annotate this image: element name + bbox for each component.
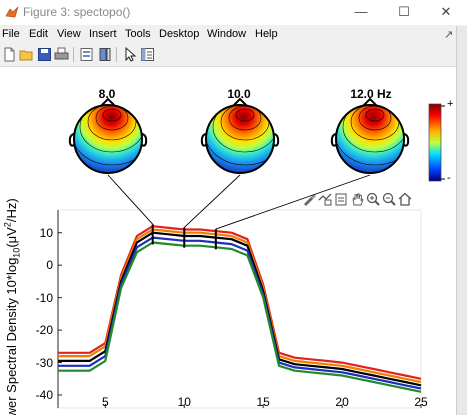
topoplot-connector-line (215, 174, 371, 230)
minimize-button[interactable]: — (354, 4, 368, 19)
colorbar-bottom-label: - (447, 172, 451, 184)
menu-window[interactable]: Window (207, 28, 247, 40)
new-figure-icon[interactable] (2, 47, 17, 62)
print-icon[interactable] (54, 47, 69, 62)
y-tick-label: -10 (35, 290, 53, 305)
x-tick-label: 10 (177, 395, 191, 409)
menu-view[interactable]: View (57, 28, 81, 40)
window-title: Figure 3: spectopo() (23, 5, 131, 19)
figure-canvas: 8.0 10.0 12.0 Hz (0, 67, 456, 415)
export-icon[interactable] (335, 193, 347, 206)
insert-colorbar-icon[interactable] (97, 47, 112, 62)
close-button[interactable]: ✕ (440, 4, 452, 19)
topoplot-10hz (200, 97, 280, 174)
zoom-out-icon[interactable] (382, 192, 396, 206)
open-file-icon[interactable] (19, 47, 34, 62)
menu-help[interactable]: Help (255, 28, 278, 40)
toolbar-separator (73, 47, 74, 62)
figure-toolbar (0, 44, 467, 67)
property-inspector-icon[interactable] (140, 47, 155, 62)
topoplot-12hz (330, 97, 410, 174)
topoplot-layer (68, 97, 445, 182)
x-tick-label: 20 (335, 395, 349, 409)
topoplot-freq-label: 12.0 Hz (350, 87, 392, 101)
x-tick-label: 25 (414, 395, 428, 409)
topoplot-8hz (68, 97, 148, 174)
menu-bar: File Edit View Insert Tools Desktop Wind… (0, 26, 467, 44)
title-bar: Figure 3: spectopo() — ☐ ✕ (0, 0, 467, 25)
x-tick-label: 5 (102, 395, 109, 409)
zoom-in-icon[interactable] (366, 192, 380, 206)
edit-plot-pointer-icon[interactable] (122, 47, 137, 62)
maximize-button[interactable]: ☐ (398, 4, 410, 19)
colorbar-top-label: + (447, 98, 454, 110)
menu-edit[interactable]: Edit (29, 28, 48, 40)
pin-menu-icon[interactable]: ↗ (444, 29, 454, 41)
topoplot-connector-line (107, 174, 154, 225)
home-icon[interactable] (398, 192, 412, 206)
menu-tools[interactable]: Tools (125, 28, 151, 40)
menu-insert[interactable]: Insert (89, 28, 117, 40)
spectrum-plot (57, 174, 422, 409)
menu-file[interactable]: File (2, 28, 20, 40)
menu-desktop[interactable]: Desktop (159, 28, 200, 40)
save-icon[interactable] (37, 47, 52, 62)
pan-hand-icon[interactable] (352, 193, 364, 206)
topoplot-freq-label: 8.0 (98, 87, 116, 101)
y-tick-label: 0 (46, 258, 53, 273)
colorbar (428, 103, 442, 182)
topoplot-freq-label: 10.0 (227, 87, 251, 101)
topoplot-connector-line (183, 174, 241, 228)
window-edge (456, 26, 467, 415)
spectrum-series-line (58, 241, 422, 393)
toolbar-separator (116, 47, 117, 62)
x-tick-label: 15 (256, 395, 270, 409)
y-tick-label: -20 (35, 323, 53, 338)
axes-toolbar (304, 192, 412, 206)
y-tick-label: 10 (39, 225, 53, 240)
brush-icon[interactable] (304, 194, 316, 206)
datatip-icon[interactable] (318, 193, 332, 206)
y-tick-label: -30 (35, 355, 53, 370)
y-tick-label: -40 (35, 388, 53, 403)
link-plot-icon[interactable] (79, 47, 94, 62)
matlab-figure-icon (5, 6, 19, 18)
